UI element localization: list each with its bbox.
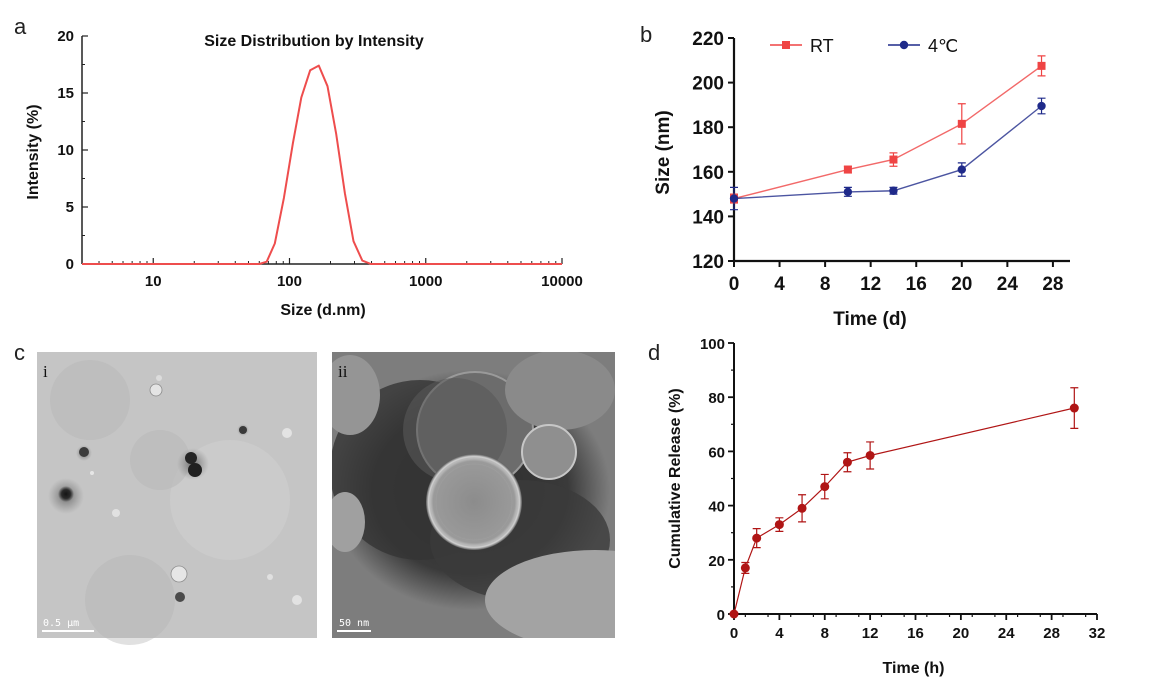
data-point	[820, 482, 830, 492]
micrograph-i-scalebar: 0.5 μm	[43, 618, 79, 629]
data-point	[843, 165, 852, 174]
x-tick-label: 24	[997, 274, 1019, 295]
legend-label: RT	[810, 36, 834, 56]
y-tick-label: 120	[692, 252, 724, 273]
data-point	[1037, 101, 1046, 111]
x-axis-title: Size (d.nm)	[280, 302, 365, 319]
x-tick-label: 1000	[409, 273, 442, 290]
panel-label-b: b	[640, 22, 652, 47]
x-tick-label: 8	[821, 625, 829, 642]
y-tick-label: 20	[708, 553, 725, 570]
data-point	[797, 503, 807, 513]
y-tick-label: 40	[708, 499, 725, 516]
micrograph-i: i 0.5 μm	[37, 352, 317, 645]
y-tick-label: 220	[692, 29, 724, 50]
data-point	[865, 450, 875, 460]
data-point	[843, 187, 853, 197]
data-point	[740, 563, 750, 573]
series-line-1	[733, 105, 1042, 200]
x-tick-label: 16	[907, 625, 924, 642]
y-tick-label: 60	[708, 444, 725, 461]
x-tick-label: 16	[906, 274, 927, 295]
x-tick-label: 28	[1043, 625, 1060, 642]
chart-b-size-vs-time: 0 4 8 12 16 20 24 28 120 140 160 180 200 220 Time (d) S…	[653, 29, 1070, 330]
y-axis-title: Cumulative Release (%)	[667, 388, 684, 569]
panel-label-a: a	[14, 14, 27, 39]
x-tick-label: 20	[953, 625, 970, 642]
y-tick-label: 20	[57, 28, 74, 45]
x-tick-label: 4	[774, 274, 785, 295]
y-axis-title: Size (nm)	[653, 110, 674, 194]
micrograph-ii: ii 50 nm	[332, 352, 615, 638]
y-tick-label: 0	[66, 256, 74, 273]
y-tick-label: 15	[57, 85, 74, 102]
x-axis-title: Time (h)	[883, 660, 945, 677]
micrograph-ii-label: ii	[338, 362, 348, 381]
legend-marker	[899, 40, 909, 50]
panel-label-d: d	[648, 340, 660, 365]
y-tick-label: 0	[717, 607, 725, 624]
y-axis-title: Intensity (%)	[25, 104, 42, 199]
y-tick-label: 80	[708, 390, 725, 407]
data-point	[957, 119, 966, 128]
x-tick-label: 12	[862, 625, 879, 642]
x-tick-label: 10	[145, 273, 162, 290]
x-tick-label: 20	[951, 274, 972, 295]
y-tick-label: 160	[692, 163, 724, 184]
x-tick-label: 32	[1089, 625, 1106, 642]
y-tick-label: 5	[66, 199, 74, 216]
data-point	[729, 609, 739, 619]
y-tick-label: 10	[57, 142, 74, 159]
data-point	[1069, 403, 1079, 413]
x-tick-label: 28	[1042, 274, 1063, 295]
x-tick-label: 24	[998, 625, 1015, 642]
y-tick-label: 100	[700, 336, 725, 353]
micrograph-ii-scalebar: 50 nm	[339, 618, 369, 629]
data-point	[752, 533, 762, 543]
x-tick-label: 12	[860, 274, 881, 295]
panel-label-c: c	[14, 340, 25, 365]
x-tick-label: 4	[775, 625, 784, 642]
x-tick-label: 8	[820, 274, 831, 295]
x-tick-label: 10000	[541, 273, 583, 290]
chart-d-cumulative-release: 0 4 8 12 16 20 24 28 32 0 20 40 60 80 100 Time (h) Cumul…	[667, 336, 1105, 677]
series-line-release	[733, 407, 1075, 615]
y-tick-label: 140	[692, 207, 724, 228]
x-tick-label: 0	[730, 625, 738, 642]
data-point	[957, 165, 966, 174]
x-tick-label: 100	[277, 273, 302, 290]
chart-a-size-distribution: 10 100 1000 10000 0 5 10 15 20 Size Distribution …	[25, 28, 583, 319]
series-line-0	[733, 65, 1042, 200]
series-line-intensity	[82, 64, 562, 265]
x-axis-title: Time (d)	[833, 309, 907, 330]
data-point	[889, 155, 898, 164]
legend-marker	[782, 41, 790, 49]
data-point	[774, 520, 784, 530]
y-tick-label: 200	[692, 74, 724, 95]
data-point	[1037, 61, 1046, 70]
data-point	[842, 457, 852, 467]
legend-label: 4℃	[928, 36, 958, 56]
x-tick-label: 0	[729, 274, 740, 295]
y-tick-label: 180	[692, 118, 724, 139]
data-point	[729, 194, 739, 203]
data-point	[889, 186, 898, 195]
micrograph-i-label: i	[43, 362, 48, 381]
chart-title: Size Distribution by Intensity	[204, 33, 424, 50]
